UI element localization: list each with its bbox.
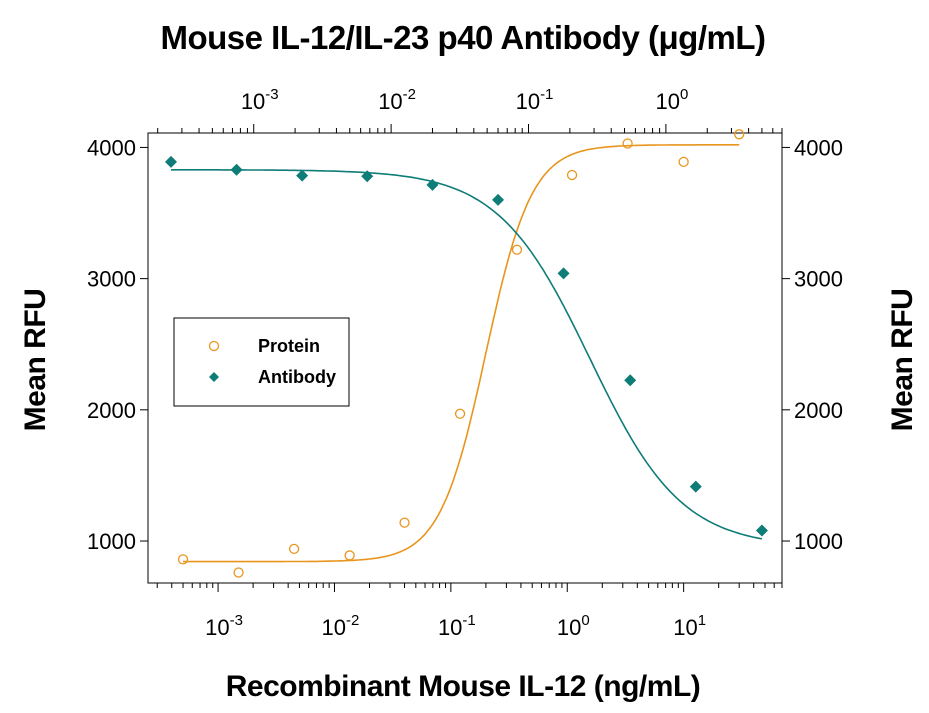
y-tick-label-left: 3000	[87, 267, 136, 292]
data-point-protein	[288, 543, 300, 555]
data-point-antibody	[624, 374, 637, 387]
data-point-antibody	[689, 480, 702, 493]
x-axis-label: Recombinant Mouse IL-12 (ng/mL)	[226, 670, 701, 703]
data-point-protein	[734, 129, 745, 140]
y-axis-right: 1000 2000 3000 4000	[782, 135, 843, 554]
legend-protein-label: Protein	[258, 336, 320, 356]
data-point-antibody	[426, 178, 439, 191]
x-tick-label-top: 10-2	[378, 86, 416, 114]
legend: Protein Antibody	[173, 317, 350, 407]
legend-box	[173, 317, 350, 407]
data-point-protein	[233, 567, 244, 578]
chart-title: Mouse IL-12/IL-23 p40 Antibody (μg/mL)	[160, 19, 765, 56]
x-tick-label-top: 100	[655, 86, 688, 114]
x-tick-label-bottom: 10-2	[322, 612, 360, 640]
y-tick-label-right: 2000	[794, 398, 843, 423]
x-tick-label-top: 10-3	[241, 86, 279, 114]
y-tick-label-left: 1000	[87, 529, 136, 554]
data-point-protein	[344, 550, 355, 561]
x-tick-label-bottom: 10-3	[205, 612, 243, 640]
x-tick-label-bottom: 100	[557, 612, 590, 640]
fit-curve-protein	[183, 144, 740, 563]
data-point-protein	[566, 169, 578, 181]
data-point-protein	[678, 156, 689, 168]
x-axis-top: 10-3 10-2 10-1 100	[157, 86, 783, 133]
data-point-antibody	[296, 169, 309, 182]
x-tick-label-bottom: 101	[673, 612, 706, 640]
y-tick-label-left: 4000	[87, 135, 136, 160]
data-point-antibody	[557, 267, 570, 280]
y-tick-label-right: 3000	[794, 267, 843, 292]
data-point-protein	[622, 138, 633, 149]
y-axis-left: 1000 2000 3000 4000	[87, 135, 148, 554]
y-tick-label-right: 4000	[794, 135, 843, 160]
data-point-protein	[511, 244, 523, 255]
y-tick-label-left: 2000	[87, 398, 136, 423]
plot-frame	[147, 132, 783, 584]
y-tick-label-right: 1000	[794, 529, 843, 554]
x-tick-label-bottom: 10-1	[438, 612, 476, 640]
x-tick-label-top: 10-1	[516, 86, 554, 114]
y-axis-label-left: Mean RFU	[19, 289, 52, 432]
y-axis-label-right: Mean RFU	[886, 289, 919, 432]
data-point-antibody	[230, 163, 243, 176]
legend-antibody-marker	[209, 372, 219, 382]
data-point-antibody	[755, 524, 768, 537]
x-axis-bottom: 10-3 10-2 10-1 100 101	[156, 583, 783, 640]
data-point-antibody	[165, 155, 178, 168]
legend-protein-marker	[208, 340, 220, 352]
data-point-protein	[454, 408, 466, 419]
fit-curve-antibody	[171, 169, 763, 540]
data-point-antibody	[361, 170, 374, 183]
data-point-protein	[177, 554, 189, 565]
data-point-protein	[399, 517, 410, 528]
legend-antibody-label: Antibody	[258, 367, 336, 387]
data-point-antibody	[492, 193, 505, 206]
fit-curves	[171, 144, 763, 563]
data-points	[165, 129, 768, 578]
